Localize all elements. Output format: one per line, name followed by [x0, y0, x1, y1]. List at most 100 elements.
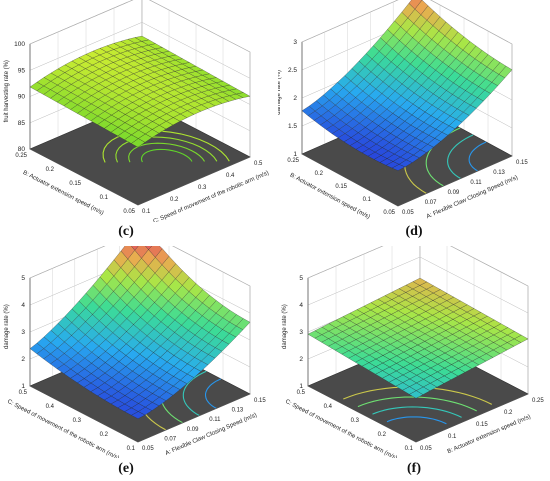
surface-cell [134, 35, 150, 42]
z-gridline [29, 246, 251, 287]
surface-chart-d: 1 1.5 2 2.5 3 damage rate (%) 0.05 0.07 0.09 0.11… [278, 0, 528, 221]
y-tick-label: 0.1 [405, 446, 414, 452]
z-gridline [307, 246, 529, 287]
y-tick-label: 0.5 [297, 390, 306, 396]
z-tick-label: 100 [14, 41, 25, 48]
z-tick-label: 3 [293, 39, 297, 46]
floor-contour-line [447, 134, 474, 179]
z-gridline [301, 0, 513, 45]
chart-panel-d: 1 1.5 2 2.5 3 damage rate (%) 0.05 0.07 0.09 0.11… [278, 0, 550, 222]
x-tick-label: 0.3 [198, 185, 207, 191]
z-tick-label: 2 [293, 95, 297, 102]
floor-contour-line [204, 378, 222, 409]
z-tick-label: 3 [21, 329, 25, 336]
y-tick-label: 0.1 [100, 195, 109, 201]
y-tick-label: 0.4 [46, 404, 55, 410]
y-tick-label: 0.2 [46, 167, 55, 173]
z-tick-label: 5 [299, 275, 303, 282]
x-tick-label: 0.07 [425, 200, 437, 206]
z-tick-label: 95 [18, 67, 26, 74]
chart-panel-c: 80 85 90 95 100 fruit harvesting rate (%) 0.1 0… [0, 0, 270, 222]
z-tick-label: 5 [21, 275, 25, 282]
z-tick-label: 85 [18, 120, 26, 127]
z-axis-title: damage rate (%) [278, 70, 282, 115]
surface-chart-e: 1 2 3 4 5 damage rate (%) 0.05 0.07 0.09 0.11 0.13… [4, 246, 266, 458]
x-tick-label: 0.4 [226, 173, 235, 179]
x-tick-label: 0.13 [232, 408, 244, 414]
x-tick-label: 0.25 [532, 398, 544, 404]
z-tick-label: 2 [299, 356, 303, 363]
surface-cell [131, 246, 139, 251]
response-surface [29, 35, 251, 148]
y-tick-label: 0.05 [383, 210, 395, 216]
box-edge [29, 385, 251, 443]
floor-contour-line [182, 370, 207, 417]
x-tick-label: 0.5 [254, 161, 263, 167]
x-tick-label: 0.15 [516, 160, 528, 166]
floor-contour-line [140, 148, 193, 163]
y-tick-label: 0.15 [335, 184, 347, 190]
floor-contour-line [115, 136, 218, 163]
z-gridline [29, 0, 251, 53]
y-tick-label: 0.1 [363, 197, 372, 203]
floor-contour-line [128, 142, 205, 163]
z-tick-label: 2.5 [288, 67, 297, 74]
z-tick-label: 1 [21, 383, 25, 390]
y-tick-label: 0.5 [19, 390, 28, 396]
z-tick-label: 3 [299, 329, 303, 336]
surface-cell [414, 0, 429, 15]
y-tick-label: 0.05 [123, 209, 135, 215]
floor-contour-line [386, 416, 447, 425]
surface-cell [412, 277, 428, 286]
y-tick-label: 0.2 [100, 432, 109, 438]
x-tick-label: 0.07 [164, 436, 176, 442]
x-tick-label: 0.2 [504, 410, 513, 416]
z-tick-label: 1.5 [288, 123, 297, 130]
z-tick-label: 2 [21, 356, 25, 363]
caption-f: (f) [407, 461, 421, 476]
z-tick-label: 1 [299, 383, 303, 390]
caption-d: (d) [405, 224, 423, 239]
surface-cell [148, 246, 163, 258]
y-tick-label: 0.4 [324, 404, 333, 410]
x-tick-label: 0.1 [448, 434, 457, 440]
x-tick-label: 0.1 [142, 209, 151, 215]
chart-panel-e: 1 2 3 4 5 damage rate (%) 0.05 0.07 0.09 0.11 0.13… [0, 246, 270, 458]
response-surface [307, 277, 529, 399]
surface-cell [134, 246, 149, 259]
x-tick-label: 0.05 [402, 210, 414, 216]
y-tick-label: 0.15 [69, 181, 81, 187]
floor-contour-line [468, 141, 487, 172]
chart-panel-f: 1 2 3 4 5 damage rate (%) 0.05 0.1 0.15 0.2 0.25 0.… [278, 246, 550, 458]
box-edge [301, 153, 513, 207]
x-tick-label: 0.15 [254, 398, 266, 404]
x-tick-label: 0.09 [187, 427, 199, 433]
x-tick-label: 0.05 [420, 446, 432, 452]
x-tick-label: 0.13 [493, 170, 505, 176]
floor-contour-line [372, 406, 462, 418]
z-axis-title: damage rate (%) [282, 304, 288, 349]
x-tick-label: 0.09 [448, 190, 460, 196]
y-tick-label: 0.25 [15, 153, 27, 159]
z-tick-label: 1 [293, 151, 297, 158]
surface-chart-c: 80 85 90 95 100 fruit harvesting rate (%) 0.1 0… [4, 0, 270, 222]
box-edge [307, 385, 529, 443]
surface-cell [408, 0, 423, 10]
box-edge [29, 148, 251, 206]
caption-c: (c) [118, 224, 134, 239]
y-tick-label: 0.25 [287, 158, 299, 164]
y-tick-label: 0.2 [378, 432, 387, 438]
surface-cell [120, 246, 136, 260]
surface-chart-f: 1 2 3 4 5 damage rate (%) 0.05 0.1 0.15 0.2 0.25 0.… [282, 246, 544, 458]
z-tick-label: 4 [21, 302, 25, 309]
z-axis-title: damage rate (%) [4, 304, 10, 349]
x-tick-label: 0.11 [470, 180, 482, 186]
x-tick-label: 0.2 [170, 197, 179, 203]
z-tick-label: 4 [299, 302, 303, 309]
surface-cell [145, 246, 153, 250]
z-tick-label: 90 [18, 94, 26, 101]
x-tick-label: 0.05 [142, 446, 154, 452]
y-tick-label: 0.3 [351, 418, 360, 424]
x-tick-label: 0.11 [209, 417, 221, 423]
x-tick-label: 0.15 [476, 422, 488, 428]
